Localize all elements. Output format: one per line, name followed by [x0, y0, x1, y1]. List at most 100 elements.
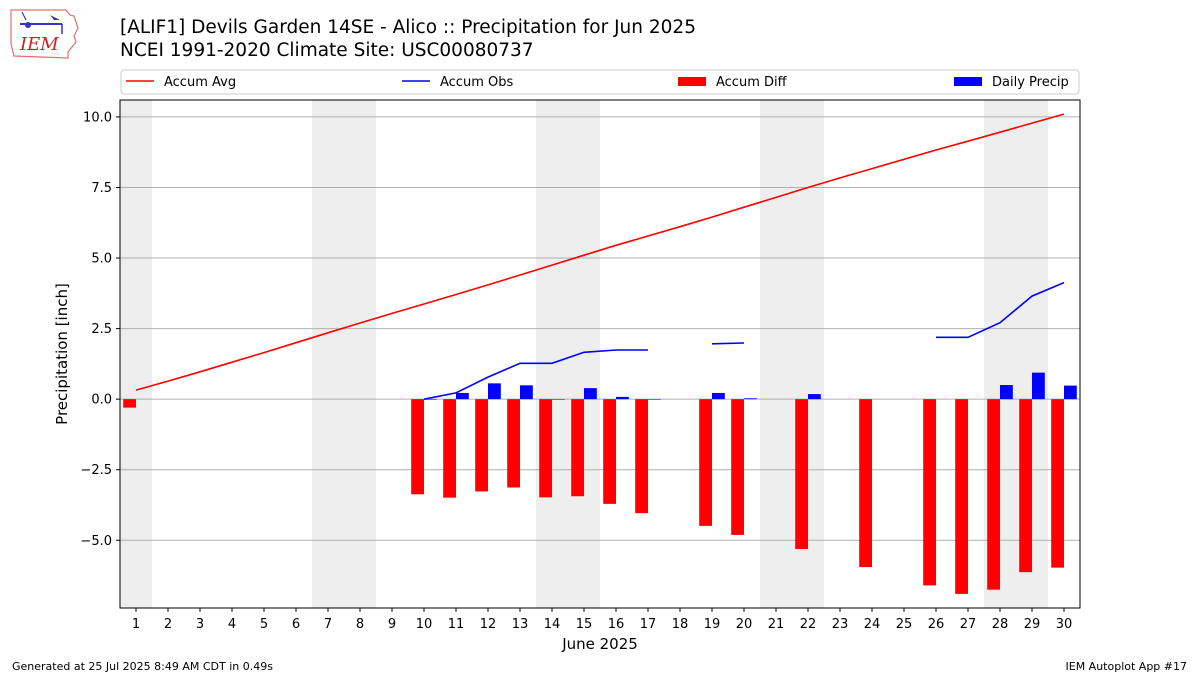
x-tick-label: 5: [260, 617, 268, 632]
daily-precip-bar: [424, 399, 437, 400]
x-tick-label: 28: [992, 617, 1009, 632]
x-tick-label: 7: [324, 617, 332, 632]
x-tick-label: 3: [196, 617, 204, 632]
daily-precip-bar: [1000, 385, 1013, 400]
accum-diff-bar: [955, 399, 968, 594]
chart-subtitle: NCEI 1991-2020 Climate Site: USC00080737: [120, 40, 534, 61]
x-tick-label: 11: [448, 617, 465, 632]
y-tick-label: 2.5: [91, 322, 112, 337]
y-axis-label: Precipitation [inch]: [53, 283, 71, 425]
accum-diff-bar: [507, 399, 520, 488]
daily-precip-bar: [712, 392, 725, 400]
y-tick-label: 10.0: [83, 110, 112, 125]
accum-diff-bar: [699, 399, 712, 526]
accum-diff-bar: [731, 399, 744, 535]
x-tick-label: 12: [480, 617, 497, 632]
x-tick-label: 27: [960, 617, 977, 632]
y-tick-label: 0.0: [91, 393, 112, 408]
daily-precip-bar: [1032, 372, 1045, 400]
y-tick-label: −5.0: [80, 534, 112, 549]
weekend-shading: [120, 100, 1048, 608]
x-tick-label: 19: [704, 617, 721, 632]
accum-diff-bar: [539, 399, 552, 498]
accum-obs-line: [936, 281, 1065, 339]
weekend-shade: [120, 100, 152, 608]
x-tick-label: 18: [672, 617, 689, 632]
legend: Accum Avg Accum Obs Accum Diff Daily Precip: [120, 69, 1080, 95]
x-axis-label: June 2025: [561, 635, 638, 653]
daily-precip-bar: [808, 394, 821, 400]
accum-obs-line: [711, 342, 745, 345]
x-tick-label: 24: [864, 617, 881, 632]
legend-label: Accum Avg: [164, 75, 236, 90]
x-tick-label: 22: [800, 617, 817, 632]
legend-label: Daily Precip: [992, 75, 1069, 90]
daily-precip-bar: [520, 385, 533, 400]
legend-label: Accum Diff: [716, 75, 788, 90]
accum-diff-bar: [603, 399, 616, 504]
x-tick-label: 23: [832, 617, 849, 632]
x-tick-label: 16: [608, 617, 625, 632]
y-tick-label: −2.5: [80, 463, 112, 478]
x-tick-label: 4: [228, 617, 236, 632]
accum-diff-bar: [987, 399, 1000, 590]
x-tick-label: 10: [416, 617, 433, 632]
legend-bar-swatch: [678, 77, 706, 86]
accum-diff-bar: [411, 399, 424, 495]
y-axis-ticks: 10.0 7.5 5.0 2.5 0.0 −2.5 −5.0: [80, 110, 120, 549]
iem-logo: IEM: [10, 9, 79, 59]
x-tick-label: 14: [544, 617, 561, 632]
accum-diff-bar: [923, 399, 936, 586]
x-tick-label: 17: [640, 617, 657, 632]
weekend-shade: [312, 100, 344, 608]
accum-diff-bar: [1051, 399, 1064, 568]
weekend-shade: [536, 100, 568, 608]
x-tick-label: 30: [1056, 617, 1073, 632]
x-tick-label: 8: [356, 617, 364, 632]
x-tick-label: 1: [132, 617, 140, 632]
accum-avg-line: [135, 113, 1065, 391]
series-lines: [135, 113, 1065, 400]
chart-title: [ALIF1] Devils Garden 14SE - Alico :: Pr…: [120, 17, 696, 38]
logo-text: IEM: [19, 34, 59, 55]
footer-generated-text: Generated at 25 Jul 2025 8:49 AM CDT in …: [12, 660, 273, 673]
legend-bar-swatch: [954, 77, 982, 86]
x-tick-label: 13: [512, 617, 529, 632]
legend-label: Accum Obs: [440, 75, 513, 90]
x-tick-label: 25: [896, 617, 913, 632]
weekend-shade: [568, 100, 600, 608]
accum-diff-bar: [475, 399, 488, 492]
x-tick-label: 20: [736, 617, 753, 632]
daily-precip-bar: [584, 388, 597, 400]
accum-diff-bar: [123, 399, 136, 408]
daily-precip-bar: [648, 399, 661, 400]
accum-diff-bars: [123, 399, 1064, 594]
x-tick-label: 21: [768, 617, 785, 632]
accum-diff-bar: [443, 399, 456, 498]
accum-diff-bar: [1019, 399, 1032, 573]
weekend-shade: [760, 100, 792, 608]
x-axis-ticks: 1 2 3 4 5 6 7 8 9 10 11 12 13 14 15 16 17 18 19 20 21 22 23 24 2…: [132, 608, 1072, 632]
daily-precip-bar: [488, 383, 501, 400]
x-tick-label: 26: [928, 617, 945, 632]
x-tick-label: 9: [388, 617, 396, 632]
weekend-shade: [344, 100, 376, 608]
daily-precip-bars: [424, 372, 1077, 400]
daily-precip-bar: [456, 392, 469, 400]
footer-app-text: IEM Autoplot App #17: [1065, 660, 1188, 673]
x-tick-label: 2: [164, 617, 172, 632]
accum-obs-line: [423, 349, 648, 400]
daily-precip-bar: [744, 398, 757, 400]
legend-box: [120, 69, 1080, 95]
plot-frame: [119, 99, 1081, 609]
accum-diff-bar: [571, 399, 584, 497]
accum-diff-bar: [859, 399, 872, 568]
iowa-outline-icon: [10, 9, 79, 59]
daily-precip-bar: [1064, 385, 1077, 400]
accum-diff-bar: [795, 399, 808, 550]
daily-precip-bar: [616, 396, 629, 400]
grid-lines: [120, 116, 1080, 541]
x-tick-label: 15: [576, 617, 593, 632]
x-tick-label: 6: [292, 617, 300, 632]
